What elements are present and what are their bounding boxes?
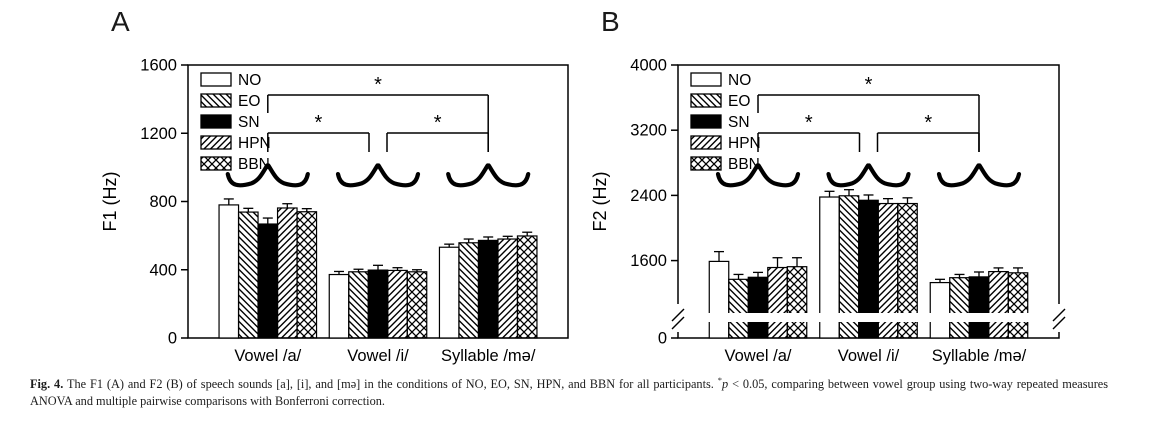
grouping-brace (715, 163, 801, 188)
bar-HPN-2 (497, 238, 519, 339)
grouping-brace (826, 163, 911, 188)
figure-caption: Fig. 4. The F1 (A) and F2 (B) of speech … (30, 376, 1108, 409)
grouping-brace (225, 163, 310, 188)
y-tick-label: 400 (149, 261, 177, 279)
figure-canvas: A B 0 400 800 1200 1600 F1 (Hz) NO EO SN HPN BBN Vo… (100, 6, 1066, 365)
bar-SN-2 (968, 276, 990, 339)
bar-BBN-0 (296, 211, 318, 339)
grouping-brace (936, 163, 1022, 188)
legend-label-HPN: HPN (728, 135, 761, 152)
caption-text-stats: < 0.05, comparing between vowel group us… (30, 377, 1109, 408)
grouping-brace (446, 163, 531, 188)
legend-swatch-NO (690, 72, 722, 87)
bar-EO-2 (458, 242, 480, 339)
bar-SN-0 (257, 223, 279, 339)
y-tick-label: 0 (168, 330, 177, 348)
legend-swatch-EO (200, 93, 232, 108)
caption-text-main: The F1 (A) and F2 (B) of speech sounds [… (66, 377, 714, 391)
x-category-label: Vowel /i/ (347, 347, 409, 365)
legend-swatch-NO (200, 72, 232, 87)
significance-star: * (805, 112, 813, 134)
legend-swatch-BBN (200, 156, 232, 171)
legend: NO EO SN HPN BBN (200, 72, 271, 173)
bar-BBN-2 (1007, 272, 1029, 339)
legend-label-EO: EO (238, 93, 260, 110)
bar-NO-2 (438, 246, 460, 339)
legend-swatch-HPN (200, 135, 232, 150)
y-tick-label: 1600 (630, 252, 667, 270)
bar-EO-2 (949, 277, 970, 339)
x-category-label: Vowel /a/ (234, 347, 301, 365)
legend-label-BBN: BBN (728, 156, 760, 173)
x-category-label: Syllable /mə/ (441, 347, 536, 365)
y-tick-label: 3200 (630, 122, 667, 140)
axis-break (671, 304, 1066, 332)
significance-brackets: * * * (757, 74, 980, 152)
bar-HPN-0 (767, 266, 788, 339)
legend-swatch-HPN (690, 135, 722, 150)
y-axis: 0 400 800 1200 1600 (140, 57, 188, 348)
significance-brackets: * * * (267, 74, 489, 152)
legend-label-HPN: HPN (238, 135, 271, 152)
bar-NO-0 (708, 260, 730, 339)
legend-label-EO: EO (728, 93, 750, 110)
significance-star: * (315, 112, 323, 134)
bar-SN-1 (367, 269, 389, 339)
caption-figure-number: Fig. 4. (30, 377, 64, 391)
y-tick-label: 0 (658, 330, 667, 348)
legend-swatch-SN (200, 114, 232, 129)
bar-HPN-1 (387, 269, 408, 339)
x-category-label: Vowel /a/ (725, 347, 792, 365)
y-axis: 0 1600 2400 3200 4000 (630, 57, 678, 348)
bar-EO-0 (237, 211, 259, 339)
legend-label-NO: NO (238, 72, 261, 89)
y-tick-label: 1200 (140, 125, 177, 143)
bar-EO-1 (348, 271, 369, 339)
legend: NO EO SN HPN BBN (690, 72, 761, 173)
y-tick-label: 1600 (140, 57, 177, 75)
caption-p-symbol: p (722, 377, 729, 391)
significance-star: * (924, 112, 932, 134)
legend-swatch-BBN (690, 156, 722, 171)
bar-NO-1 (328, 273, 350, 339)
bar-BBN-2 (516, 235, 538, 339)
significance-star: * (865, 74, 873, 96)
legend-label-BBN: BBN (238, 156, 270, 173)
chart-f2-bar-chart: 0 1600 2400 3200 4000 F2 (Hz) NO EO SN HPN BBN Vowe… (590, 57, 1066, 365)
significance-star: * (374, 74, 382, 96)
legend-label-SN: SN (728, 114, 750, 131)
bar-BBN-1 (406, 271, 428, 339)
bar-NO-2 (929, 281, 951, 339)
legend-swatch-SN (690, 114, 722, 129)
caption-significance-star: * (717, 374, 723, 385)
bar-NO-0 (218, 204, 240, 339)
bar-EO-0 (728, 278, 749, 339)
bar-SN-2 (477, 239, 499, 339)
y-axis-title: F2 (Hz) (590, 172, 610, 232)
y-tick-label: 4000 (630, 57, 667, 75)
bar-HPN-2 (988, 270, 1009, 339)
panel-a-label: A (111, 6, 130, 37)
chart-f1-bar-chart: 0 400 800 1200 1600 F1 (Hz) NO EO SN HPN BBN Vowel … (100, 57, 569, 365)
x-category-label: Vowel /i/ (838, 347, 900, 365)
y-tick-label: 800 (149, 193, 177, 211)
bar-SN-0 (747, 276, 769, 339)
x-category-label: Syllable /mə/ (932, 347, 1027, 365)
legend-label-SN: SN (238, 114, 260, 131)
grouping-brace (335, 163, 421, 188)
panel-b-label: B (601, 6, 620, 37)
y-axis-title: F1 (Hz) (100, 172, 120, 232)
bars (218, 198, 538, 339)
bar-HPN-0 (276, 207, 298, 339)
significance-star: * (434, 112, 442, 134)
legend-label-NO: NO (728, 72, 751, 89)
legend-swatch-EO (690, 93, 722, 108)
y-tick-label: 2400 (630, 187, 667, 205)
bar-BBN-0 (786, 266, 808, 339)
